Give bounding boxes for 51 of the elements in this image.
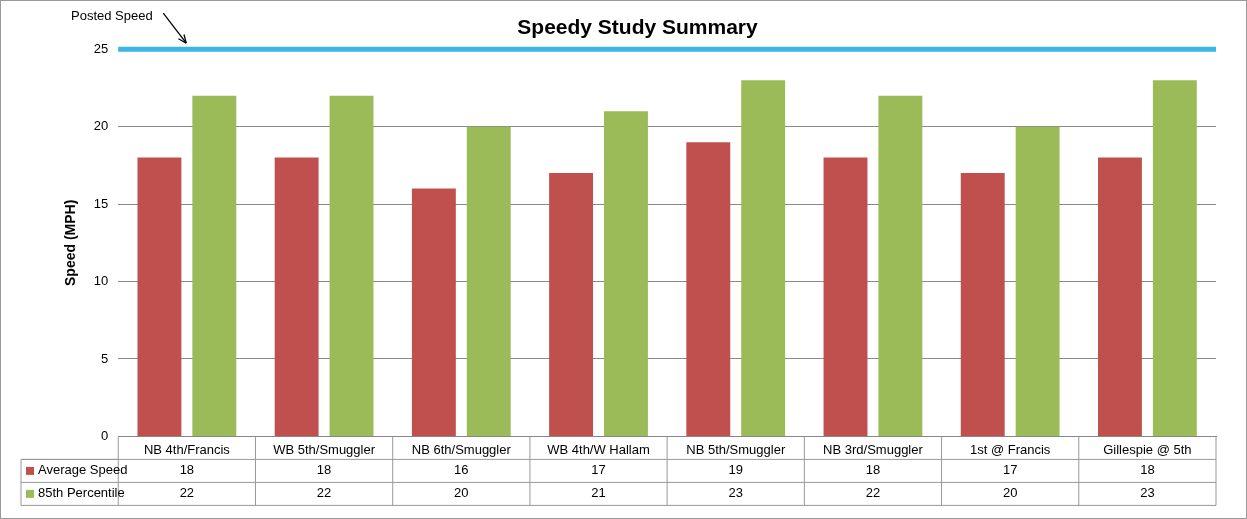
y-tick-label: 15 — [93, 195, 109, 211]
data-label: 23 — [728, 485, 743, 501]
legend-label: Average Speed — [38, 462, 128, 478]
y-tick-label: 0 — [101, 427, 109, 443]
data-label: 16 — [454, 462, 469, 478]
bar — [192, 95, 237, 436]
x-tick-label: NB 3rd/Smuggler — [823, 441, 924, 457]
chart-title: Speedy Study Summary — [517, 15, 759, 39]
data-label: 18 — [179, 462, 195, 478]
bar — [274, 157, 319, 436]
legend-label: 85th Percentile — [38, 485, 125, 501]
x-tick-label: NB 5th/Smuggler — [686, 441, 786, 457]
x-tick-label: WB 4th/W Hallam — [547, 441, 650, 457]
bar — [1152, 80, 1197, 436]
bar — [549, 173, 594, 436]
data-label: 20 — [454, 485, 469, 501]
data-label: 20 — [1002, 485, 1018, 501]
data-label: 19 — [728, 462, 743, 478]
bar — [1097, 157, 1142, 436]
x-tick-label: Gillespie @ 5th — [1103, 441, 1192, 457]
ref-line-label: Posted Speed — [71, 7, 153, 23]
bar — [329, 95, 374, 436]
bar — [741, 80, 786, 436]
data-label: 17 — [1002, 462, 1018, 478]
y-tick-label: 5 — [101, 350, 109, 366]
bar — [1015, 126, 1060, 436]
bar — [686, 142, 731, 436]
data-label: 21 — [591, 485, 606, 501]
x-tick-label: NB 4th/Francis — [143, 441, 231, 457]
data-label: 17 — [591, 462, 606, 478]
bar — [411, 188, 456, 436]
bar — [466, 126, 511, 436]
bar — [823, 157, 868, 436]
x-tick-label: NB 6th/Smuggler — [411, 441, 512, 457]
data-label: 18 — [316, 462, 332, 478]
bar — [878, 95, 923, 436]
bar — [604, 111, 648, 436]
data-label: 22 — [316, 485, 332, 501]
x-tick-label: 1st @ Francis — [969, 441, 1051, 457]
data-label: 23 — [1140, 485, 1155, 501]
data-label: 18 — [865, 462, 881, 478]
y-tick-label: 10 — [93, 273, 109, 289]
data-label: 22 — [179, 485, 195, 501]
y-tick-label: 20 — [93, 118, 109, 134]
data-label: 18 — [1140, 462, 1155, 478]
y-tick-label: 25 — [93, 40, 109, 56]
bar — [137, 157, 182, 436]
y-axis-title: Speed (MPH) — [62, 199, 79, 286]
bar — [960, 173, 1005, 436]
x-tick-label: WB 5th/Smuggler — [273, 441, 376, 457]
data-label: 22 — [865, 485, 881, 501]
